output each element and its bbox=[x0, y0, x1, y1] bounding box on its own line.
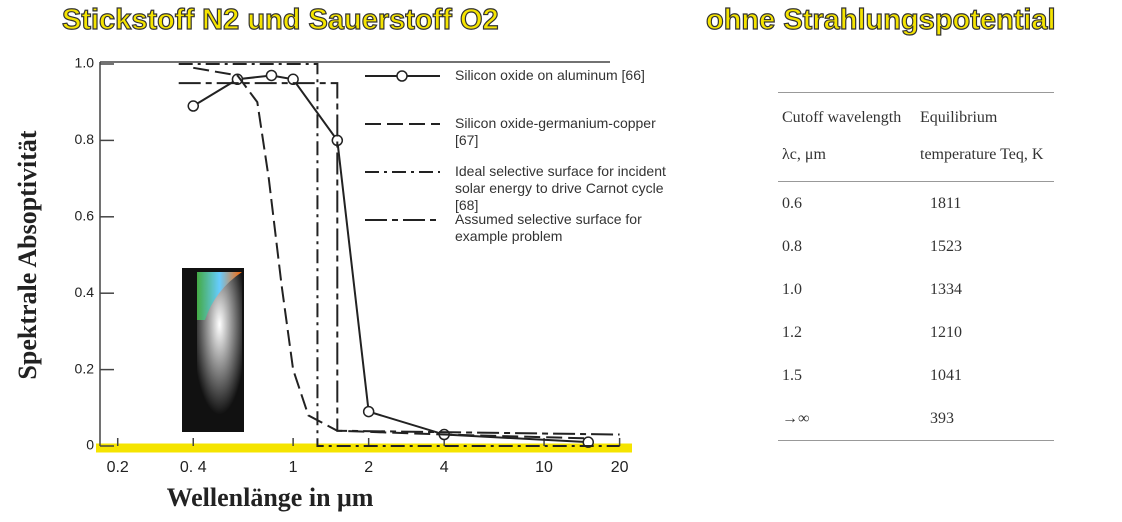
x-tick-label: 20 bbox=[611, 459, 629, 476]
title-left: Stickstoff N2 und Sauerstoff O2 bbox=[61, 3, 499, 36]
x-tick-label: 0.2 bbox=[107, 459, 129, 476]
title-right: ohne Strahlungspotential bbox=[705, 3, 1056, 36]
table-cell: 1523 bbox=[930, 237, 962, 255]
inset-image bbox=[182, 268, 244, 432]
y-tick-label: 0.4 bbox=[75, 284, 95, 300]
legend-label: Silicon oxide on aluminum [66] bbox=[455, 67, 645, 83]
legend-label: Ideal selective surface for incident sol… bbox=[455, 163, 666, 213]
y-tick-label: 0.2 bbox=[75, 360, 95, 376]
point bbox=[187, 100, 200, 112]
table-header: Equilibrium temperature Teq, K bbox=[916, 92, 1054, 182]
table-cell: 0.8 bbox=[782, 237, 802, 255]
x-tick-label: 4 bbox=[440, 459, 449, 476]
y-tick-label: 0.6 bbox=[75, 208, 95, 224]
y-tick-label: 0.8 bbox=[75, 131, 95, 147]
y-tick-label: 1.0 bbox=[75, 55, 95, 71]
table-cell: 1.5 bbox=[782, 366, 802, 384]
table-row: →∞ 393 bbox=[778, 397, 1054, 441]
y-tick-label: 0 bbox=[86, 437, 94, 453]
axis-frame bbox=[99, 61, 610, 446]
table-row: 1.0 1334 bbox=[778, 268, 1054, 311]
point bbox=[362, 405, 375, 418]
table-cell: →∞ bbox=[778, 397, 916, 441]
legend-label: Silicon oxide-germanium-copper [67] bbox=[455, 115, 656, 148]
table-cell: 1210 bbox=[930, 323, 962, 341]
table-cell: 393 bbox=[916, 397, 1054, 441]
table-cell: 1334 bbox=[930, 280, 962, 298]
legend-marker bbox=[396, 70, 408, 82]
table-cell: 1041 bbox=[930, 366, 962, 384]
table-cell: 0.6 bbox=[782, 194, 802, 212]
table-header: Cutoff wavelength λc, μm bbox=[778, 92, 916, 182]
table-row: 0.6 1811 bbox=[778, 182, 1054, 226]
data-table: Cutoff wavelength λc, μm Equilibrium tem… bbox=[778, 92, 1054, 441]
point bbox=[287, 73, 299, 86]
x-tick-label: 2 bbox=[364, 459, 373, 476]
table-cell: 1.2 bbox=[782, 323, 802, 341]
table-row: 0.8 1523 bbox=[778, 225, 1054, 268]
y-axis-title: Spektrale Absoptivität bbox=[13, 130, 42, 380]
table-row: 1.2 1210 bbox=[778, 311, 1054, 354]
point bbox=[582, 436, 595, 448]
chart: Wellenlänge in μm Spektrale Absoptivität… bbox=[13, 55, 632, 512]
table-cell: 1811 bbox=[930, 194, 962, 212]
x-tick-label: 1 bbox=[289, 459, 298, 476]
legend-label: Assumed selective surface for example pr… bbox=[455, 211, 642, 244]
point bbox=[265, 69, 278, 82]
series-line bbox=[178, 63, 620, 447]
series-line bbox=[178, 82, 620, 436]
x-tick-label: 0. 4 bbox=[180, 459, 207, 476]
table-cell: 1.0 bbox=[782, 280, 802, 298]
table-row: 1.5 1041 bbox=[778, 354, 1054, 397]
x-tick-label: 10 bbox=[535, 459, 553, 476]
point bbox=[231, 73, 244, 86]
x-axis-title: Wellenlänge in μm bbox=[167, 483, 374, 512]
